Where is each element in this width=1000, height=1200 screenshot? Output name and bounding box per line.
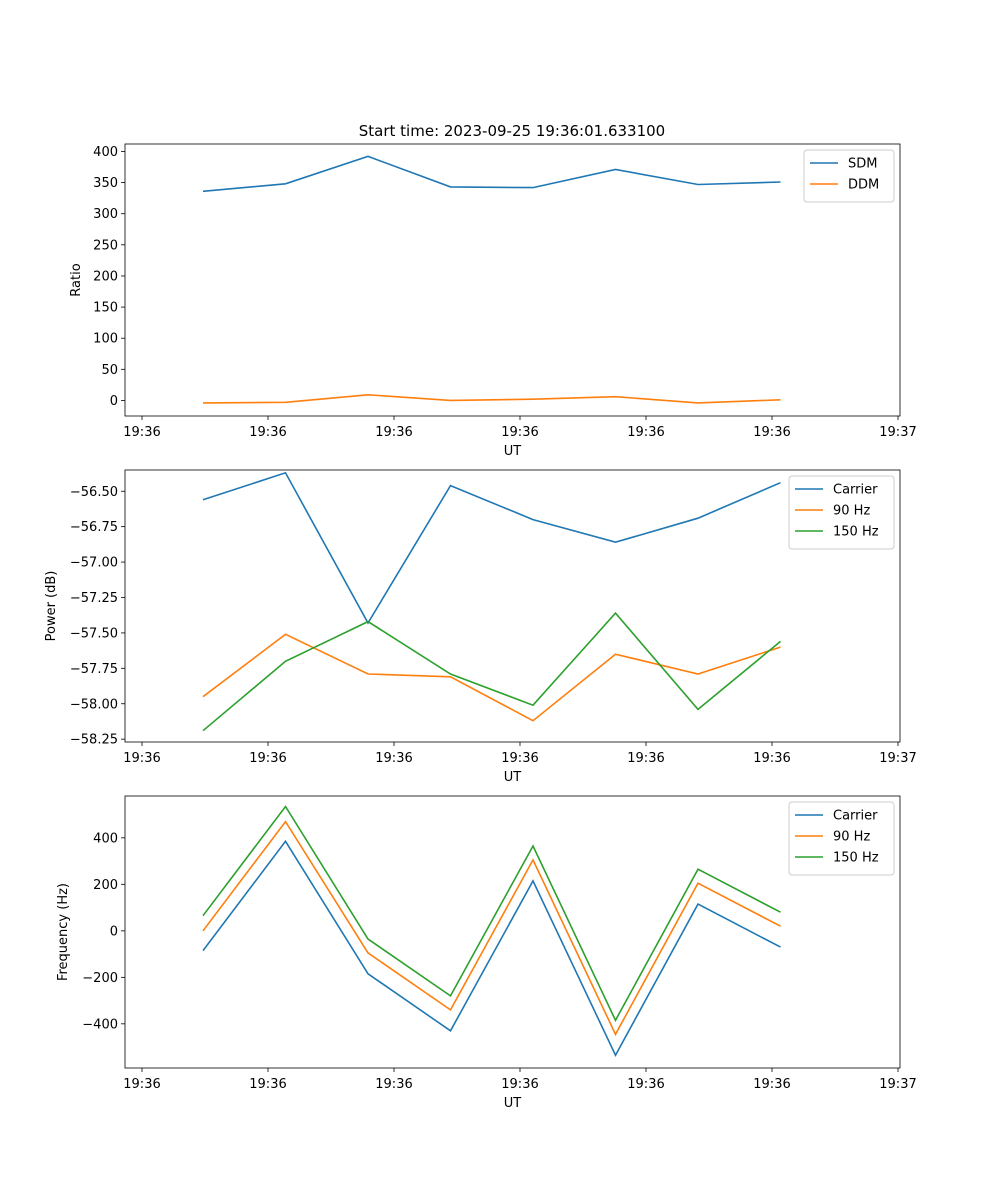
y-tick-label: 350 <box>93 176 118 191</box>
y-tick-label: −57.75 <box>70 662 118 677</box>
x-tick-label: 19:36 <box>753 751 790 766</box>
x-tick-label: 19:36 <box>375 425 412 440</box>
y-tick-label: 50 <box>101 363 118 378</box>
x-tick-label: 19:36 <box>501 425 538 440</box>
y-tick-label: −58.00 <box>70 697 118 712</box>
x-tick-label: 19:36 <box>123 425 160 440</box>
figure-title: Start time: 2023-09-25 19:36:01.633100 <box>359 122 665 140</box>
y-tick-label: −56.75 <box>70 520 118 535</box>
x-axis-label: UT <box>504 444 522 459</box>
series-line-carrier <box>202 839 781 1057</box>
x-axis-label: UT <box>504 770 522 785</box>
x-tick-label: 19:36 <box>249 1077 286 1092</box>
axes-frame <box>124 795 901 1069</box>
y-axis-label: Frequency (Hz) <box>56 883 71 981</box>
legend-label: Carrier <box>833 483 878 498</box>
x-tick-label: 19:36 <box>375 751 412 766</box>
legend-label: SDM <box>848 157 877 172</box>
y-tick-label: 100 <box>93 332 118 347</box>
legend-label: 150 Hz <box>833 525 879 540</box>
series-line-carrier <box>202 471 781 625</box>
y-tick-label: −57.00 <box>70 556 118 571</box>
y-tick-label: 300 <box>93 207 118 222</box>
legend-label: 90 Hz <box>833 504 870 519</box>
x-axis-label: UT <box>504 1096 522 1111</box>
y-axis-label: Ratio <box>69 263 84 296</box>
y-tick-label: 150 <box>93 301 118 316</box>
legend-label: 150 Hz <box>833 851 879 866</box>
legend-label: DDM <box>848 178 879 193</box>
legend: Carrier 90 Hz 150 Hz <box>788 475 895 550</box>
x-tick-label: 19:36 <box>249 425 286 440</box>
x-tick-label: 19:36 <box>753 425 790 440</box>
y-tick-label: 0 <box>110 924 118 939</box>
series-line-ddm <box>202 393 781 404</box>
legend-label: 90 Hz <box>833 830 870 845</box>
y-tick-label: 0 <box>110 394 118 409</box>
series-line-90-hz <box>202 820 781 1037</box>
y-tick-label: −58.25 <box>70 733 118 748</box>
series-line-sdm <box>202 155 781 193</box>
x-tick-label: 19:36 <box>123 751 160 766</box>
y-tick-label: −57.25 <box>70 591 118 606</box>
y-tick-label: −56.50 <box>70 485 118 500</box>
panel-power: 19:36 19:36 19:36 19:36 19:36 19:36 19:37 UT −58… <box>44 469 917 785</box>
x-tick-label: 19:36 <box>123 1077 160 1092</box>
x-tick-label: 19:36 <box>249 751 286 766</box>
axes-frame <box>124 143 901 417</box>
y-tick-label: 400 <box>93 831 118 846</box>
x-tick-label: 19:37 <box>879 425 916 440</box>
x-tick-label: 19:36 <box>627 425 664 440</box>
y-tick-label: 250 <box>93 238 118 253</box>
y-tick-label: −200 <box>82 971 118 986</box>
x-tick-label: 19:37 <box>879 751 916 766</box>
x-tick-label: 19:37 <box>879 1077 916 1092</box>
x-tick-label: 19:36 <box>753 1077 790 1092</box>
y-tick-label: 200 <box>93 878 118 893</box>
x-tick-label: 19:36 <box>375 1077 412 1092</box>
x-tick-label: 19:36 <box>627 1077 664 1092</box>
y-tick-label: −400 <box>82 1017 118 1032</box>
legend: Carrier 90 Hz 150 Hz <box>788 801 895 876</box>
x-tick-label: 19:36 <box>501 1077 538 1092</box>
y-tick-label: 200 <box>93 269 118 284</box>
y-tick-label: −57.50 <box>70 626 118 641</box>
x-tick-label: 19:36 <box>501 751 538 766</box>
series-line-150-hz <box>202 611 782 732</box>
y-tick-label: 400 <box>93 145 118 160</box>
legend: SDM DDM <box>803 149 895 203</box>
series-line-90-hz <box>202 633 781 722</box>
panel-frequency: 19:36 19:36 19:36 19:36 19:36 19:36 19:37 UT −40… <box>56 795 917 1111</box>
x-tick-label: 19:36 <box>627 751 664 766</box>
panel-ratio: 19:36 19:36 19:36 19:36 19:36 19:36 19:37 UT 0 50… <box>69 143 917 459</box>
y-axis-label: Power (dB) <box>44 571 59 642</box>
series-line-150-hz <box>202 805 781 1023</box>
legend-label: Carrier <box>833 809 878 824</box>
axes-frame <box>124 469 901 743</box>
